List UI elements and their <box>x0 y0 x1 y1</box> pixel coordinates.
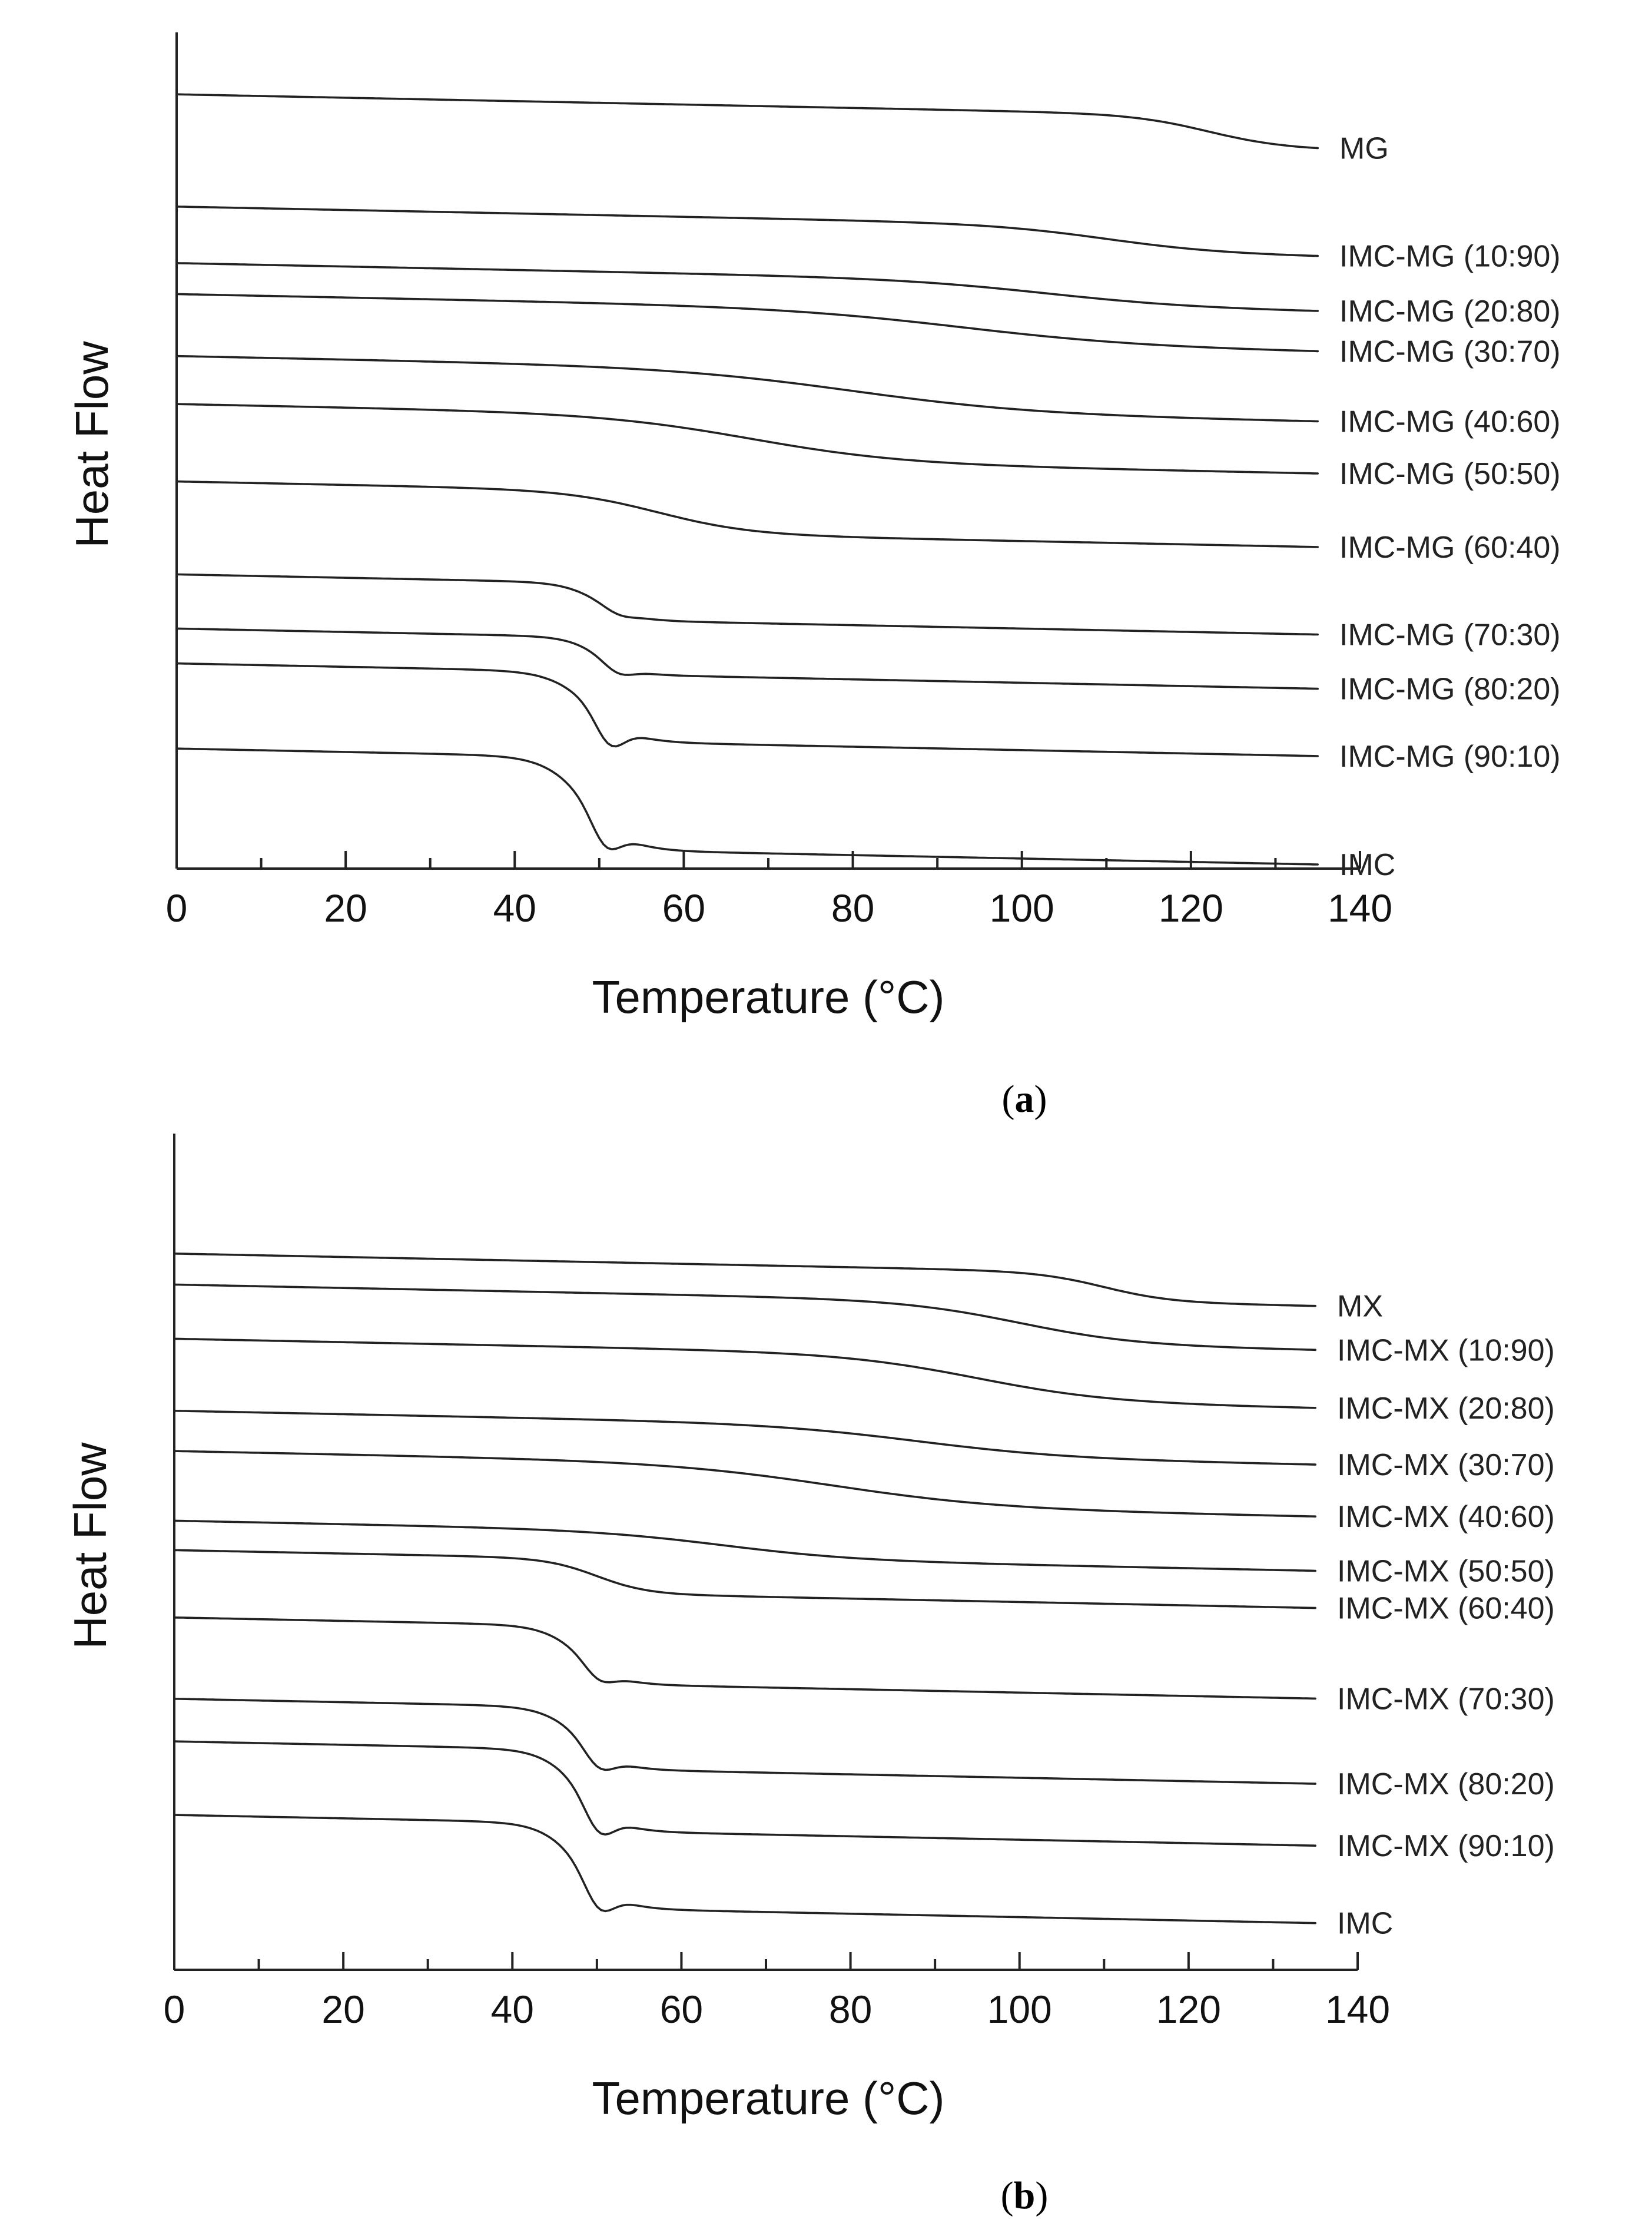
trace-b-imc-mx-50-50 <box>173 1519 1316 1572</box>
trace-b-imc-mx-90-10 <box>173 1740 1316 1847</box>
trace-a-imc-mg-60-40 <box>175 480 1319 548</box>
x-tick-label-b-60: 60 <box>660 1987 703 2031</box>
series-label-b-imc-mx-40-60: IMC-MX (40:60) <box>1337 1500 1555 1534</box>
x-tick-label-b-140: 140 <box>1325 1987 1390 2031</box>
trace-a-imc-mg-30-70 <box>175 293 1319 353</box>
x-tick-label-a-100: 100 <box>990 886 1054 930</box>
trace-b-imc-mx-10-90 <box>173 1283 1316 1351</box>
x-axis-title-b: Temperature (°C) <box>592 2072 944 2124</box>
trace-a-imc <box>175 747 1319 866</box>
x-tick-label-a-0: 0 <box>166 886 188 930</box>
trace-a-imc-mg-10-90 <box>175 206 1319 257</box>
series-label-b-imc-mx-50-50: IMC-MX (50:50) <box>1337 1554 1555 1588</box>
series-label-a-imc: IMC <box>1339 848 1395 882</box>
trace-a-imc-mg-40-60 <box>175 355 1319 423</box>
x-tick-label-a-80: 80 <box>831 886 874 930</box>
x-tick-label-a-40: 40 <box>493 886 536 930</box>
series-label-b-imc-mx-30-70: IMC-MX (30:70) <box>1337 1448 1555 1482</box>
series-label-b-imc-mx-20-80: IMC-MX (20:80) <box>1337 1392 1555 1426</box>
chart-panel-a: 0 20 40 60 80 100 120 140 MG IMC-MG (10:90) IMC-M… <box>66 32 1561 1121</box>
series-label-b-imc-mx-60-40: IMC-MX (60:40) <box>1337 1592 1555 1626</box>
x-tick-label-a-140: 140 <box>1328 886 1392 930</box>
x-tick-label-b-20: 20 <box>321 1987 364 2031</box>
x-tick-label-b-80: 80 <box>829 1987 872 2031</box>
series-label-a-imc-mg-70-30: IMC-MG (70:30) <box>1339 618 1561 652</box>
series-label-b-imc-mx-80-20: IMC-MX (80:20) <box>1337 1767 1555 1801</box>
series-label-a-imc-mg-50-50: IMC-MG (50:50) <box>1339 457 1561 491</box>
trace-b-imc-mx-40-60 <box>173 1450 1316 1518</box>
series-label-a-imc-mg-30-70: IMC-MG (30:70) <box>1339 334 1561 369</box>
x-tick-label-a-20: 20 <box>324 886 367 930</box>
x-tick-label-b-40: 40 <box>491 1987 534 2031</box>
series-label-a-imc-mg-90-10: IMC-MG (90:10) <box>1339 740 1561 774</box>
series-label-a-imc-mg-60-40: IMC-MG (60:40) <box>1339 531 1561 565</box>
trace-b-imc-mx-80-20 <box>173 1698 1316 1785</box>
y-axis-title-a: Heat Flow <box>66 341 118 548</box>
trace-b-imc <box>173 1814 1316 1924</box>
series-label-b-imc: IMC <box>1337 1907 1393 1941</box>
trace-b-mx <box>173 1253 1316 1307</box>
y-axis-title-b: Heat Flow <box>64 1442 116 1649</box>
chart-panel-b: 0 20 40 60 80 100 120 140 MX IMC-MX (10:90) IMC-M… <box>64 1134 1555 2217</box>
series-label-a-mg: MG <box>1339 132 1389 166</box>
trace-b-imc-mx-70-30 <box>173 1616 1316 1700</box>
x-tick-label-a-120: 120 <box>1159 886 1223 930</box>
series-label-b-imc-mx-70-30: IMC-MX (70:30) <box>1337 1682 1555 1716</box>
trace-b-imc-mx-20-80 <box>173 1337 1316 1409</box>
x-tick-label-b-100: 100 <box>987 1987 1052 2031</box>
caption-letter-a: a <box>1015 1078 1034 1121</box>
x-tick-label-b-0: 0 <box>164 1987 185 2031</box>
series-label-b-imc-mx-90-10: IMC-MX (90:10) <box>1337 1829 1555 1863</box>
caption-letter-b: b <box>1014 2174 1036 2217</box>
series-label-a-imc-mg-80-20: IMC-MG (80:20) <box>1339 672 1561 707</box>
trace-a-mg <box>175 93 1319 150</box>
trace-a-imc-mg-20-80 <box>175 262 1319 312</box>
x-tick-label-a-60: 60 <box>662 886 705 930</box>
series-label-a-imc-mg-40-60: IMC-MG (40:60) <box>1339 405 1561 439</box>
trace-a-imc-mg-80-20 <box>175 627 1319 690</box>
series-label-a-imc-mg-20-80: IMC-MG (20:80) <box>1339 294 1561 329</box>
x-tick-label-b-120: 120 <box>1156 1987 1221 2031</box>
trace-a-imc-mg-90-10 <box>175 662 1319 757</box>
trace-b-imc-mx-30-70 <box>173 1409 1316 1466</box>
x-axis-title-a: Temperature (°C) <box>592 971 944 1023</box>
trace-b-imc-mx-60-40 <box>173 1549 1316 1609</box>
trace-a-imc-mg-50-50 <box>175 403 1319 475</box>
caption-a: (a) <box>1002 1078 1047 1121</box>
series-label-b-mx: MX <box>1337 1290 1383 1324</box>
series-label-b-imc-mx-10-90: IMC-MX (10:90) <box>1337 1333 1555 1367</box>
series-label-a-imc-mg-10-90: IMC-MG (10:90) <box>1339 240 1561 274</box>
trace-a-imc-mg-70-30 <box>175 573 1319 636</box>
caption-b: (b) <box>1001 2174 1049 2217</box>
